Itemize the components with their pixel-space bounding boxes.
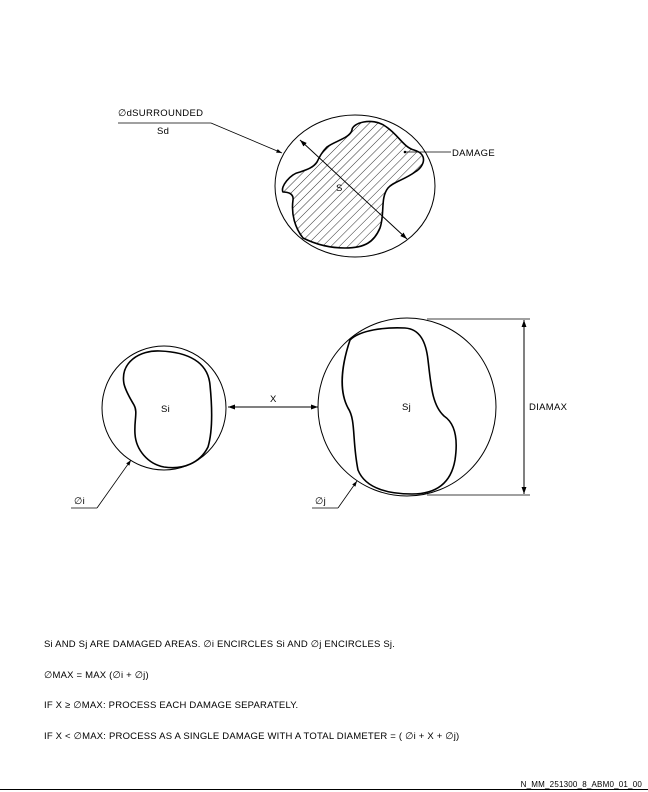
surrounded-diameter-label: ∅dSURROUNDED: [118, 108, 203, 119]
surrounded-diameter-line: [299, 139, 408, 240]
damage-si: [122, 350, 213, 469]
phi-i-label: ∅i: [74, 496, 85, 507]
top-figure: ∅dSURROUNDED Sd DAMAGE S: [118, 108, 495, 258]
bottom-figure: Si Sj X DIAMAX ∅i ∅j: [71, 317, 568, 509]
phi-i-leader: [96, 459, 132, 509]
sj-label: Sj: [402, 402, 411, 413]
diamax-label: DIAMAX: [529, 402, 568, 413]
note-process-single: IF X < ∅MAX: PROCESS AS A SINGLE DAMAGE …: [44, 731, 460, 742]
note-damaged-areas: Si AND Sj ARE DAMAGED AREAS. ∅i ENCIRCLE…: [44, 639, 396, 650]
bottom-rule: [0, 789, 648, 790]
surrounded-leader: [210, 122, 283, 154]
figure-identifier: N_MM_251300_8_ABM0_01_00: [520, 780, 642, 789]
x-label: X: [270, 394, 277, 405]
damage-area-hatched: [281, 120, 425, 249]
note-max-formula: ∅MAX = MAX (∅i + ∅j): [44, 670, 149, 681]
note-process-separately: IF X ≥ ∅MAX: PROCESS EACH DAMAGE SEPARAT…: [44, 700, 299, 711]
damage-label: DAMAGE: [452, 148, 495, 159]
damage-leader-dot: [403, 150, 407, 154]
phi-j-leader: [337, 480, 358, 509]
si-label: Si: [161, 404, 170, 415]
phi-j-label: ∅j: [315, 496, 326, 507]
s-label: S: [336, 183, 343, 194]
surrounded-area-label: Sd: [157, 126, 169, 137]
damage-sj: [341, 327, 458, 495]
surrounding-circle: [274, 114, 436, 258]
circle-i: [101, 345, 227, 471]
